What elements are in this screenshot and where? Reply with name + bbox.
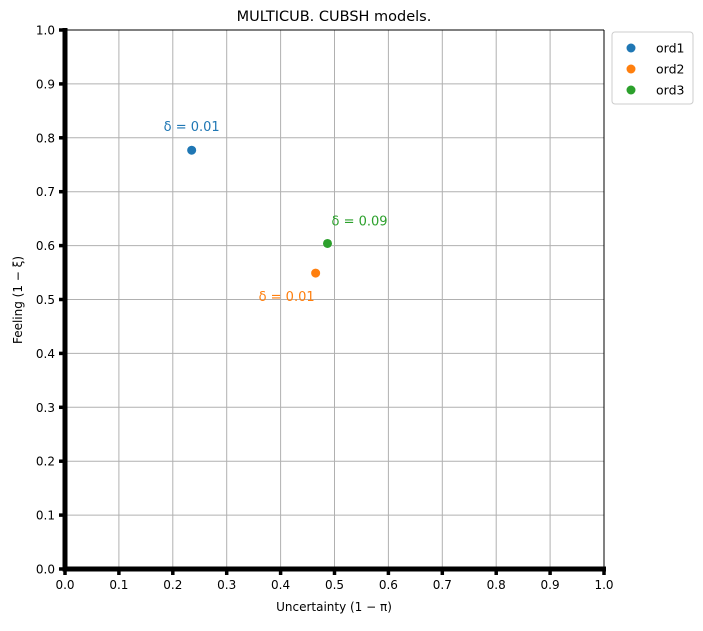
- x-tick-label: 0.6: [379, 578, 398, 592]
- legend-marker-ord2: [626, 64, 636, 74]
- data-point-ord2: [311, 268, 321, 278]
- y-tick-label: 0.9: [36, 77, 55, 91]
- x-tick-label: 1.0: [594, 578, 613, 592]
- y-tick-label: 1.0: [36, 24, 55, 38]
- x-tick-label: 0.9: [541, 578, 560, 592]
- legend-marker-ord1: [626, 43, 636, 53]
- data-points: [187, 145, 332, 278]
- x-tick-label: 0.5: [325, 578, 344, 592]
- y-tick-label: 0.0: [36, 563, 55, 577]
- x-tick-label: 0.1: [109, 578, 128, 592]
- annotation-ord3: δ = 0.09: [331, 214, 387, 229]
- y-axis-label: Feeling (1 − ξ): [11, 256, 25, 344]
- legend: ord1 ord2 ord3: [611, 31, 694, 105]
- axes: 0.0 0.1 0.2 0.3 0.4 0.5 0.6 0.7 0.8 0.9 1.0 0.0 0.1 0…: [36, 24, 614, 593]
- data-point-ord3: [322, 238, 332, 248]
- x-axis-label: Uncertainty (1 − π): [276, 600, 392, 614]
- y-tick-label: 0.5: [36, 293, 55, 307]
- legend-marker-ord3: [626, 85, 636, 95]
- x-tick-label: 0.2: [163, 578, 182, 592]
- annotations: δ = 0.01 δ = 0.01 δ = 0.09: [164, 120, 388, 305]
- x-tick-label: 0.0: [55, 578, 74, 592]
- y-tick-label: 0.2: [36, 455, 55, 469]
- x-tick-label: 0.4: [271, 578, 290, 592]
- legend-label-ord1: ord1: [656, 41, 684, 56]
- legend-label-ord2: ord2: [656, 62, 684, 77]
- y-tick-label: 0.3: [36, 401, 55, 415]
- x-tick-label: 0.7: [433, 578, 452, 592]
- annotation-ord1: δ = 0.01: [164, 120, 220, 135]
- y-tick-label: 0.6: [36, 239, 55, 253]
- legend-label-ord3: ord3: [656, 83, 684, 98]
- y-tick-label: 0.8: [36, 131, 55, 145]
- x-tick-label: 0.3: [217, 578, 236, 592]
- y-tick-label: 0.7: [36, 185, 55, 199]
- x-tick-label: 0.8: [487, 578, 506, 592]
- annotation-ord2: δ = 0.01: [259, 290, 315, 305]
- chart-title: MULTICUB. CUBSH models.: [237, 9, 432, 25]
- y-tick-label: 0.1: [36, 509, 55, 523]
- data-point-ord1: [187, 145, 197, 155]
- y-tick-label: 0.4: [36, 347, 55, 361]
